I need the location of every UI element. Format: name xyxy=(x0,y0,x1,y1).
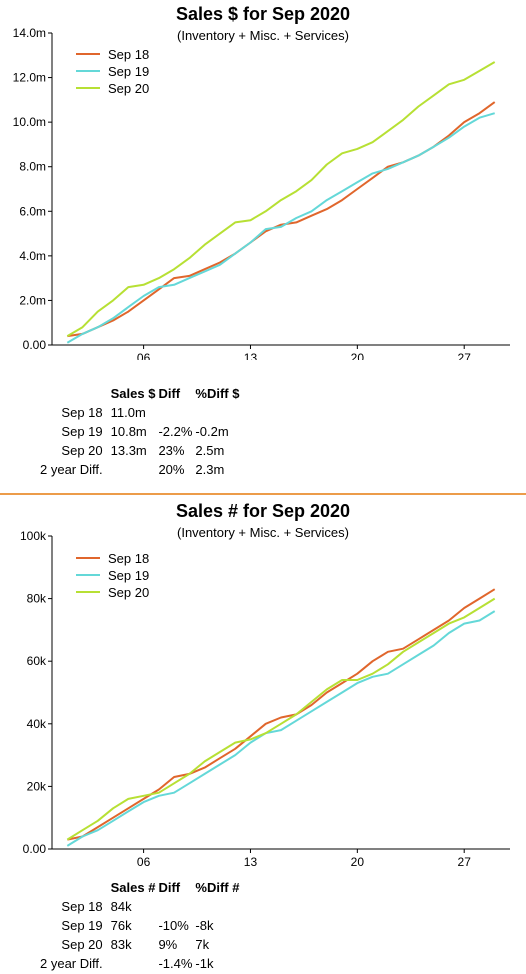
stats-row-pct: -8k xyxy=(195,918,214,933)
y-tick-label: 100k xyxy=(20,529,47,543)
stats-row-label: Sep 18 xyxy=(61,899,103,914)
stats-row: 2 year Diff. -1.4% -1k xyxy=(40,954,242,973)
stats-header-pct: %Diff # xyxy=(195,880,240,895)
chart-subtitle: (Inventory + Misc. + Services) xyxy=(177,525,349,540)
stats-row-label: 2 year Diff. xyxy=(40,462,103,477)
legend-label: Sep 20 xyxy=(108,81,149,96)
stats-row: Sep 18 11.0m xyxy=(40,403,242,422)
stats-row-sales: 83k xyxy=(110,937,132,952)
stats-row: 2 year Diff. 20% 2.3m xyxy=(40,460,242,479)
y-tick-label: 12.0m xyxy=(13,71,46,85)
stats-row-diff: 20% xyxy=(158,462,185,477)
stats-row: Sep 19 76k -10% -8k xyxy=(40,916,242,935)
stats-row-label: Sep 20 xyxy=(61,443,103,458)
x-tick-label: 27 xyxy=(458,855,472,869)
stats-row-pct xyxy=(195,897,242,916)
stats-row-diff: 9% xyxy=(158,937,178,952)
sales-count-chart: 0.00 20k 40k 60k 80k 100k 06 13 20 27 Sep 18 Sep 19… xyxy=(20,529,510,869)
stats-row-sales: 11.0m xyxy=(110,405,146,420)
x-tick-label: 20 xyxy=(351,351,365,360)
stats-row-sales: 10.8m xyxy=(110,424,147,439)
stats-row-sales xyxy=(111,460,159,479)
panel-divider xyxy=(0,493,526,495)
stats-row-sales: 76k xyxy=(110,918,132,933)
stats-row-pct: 7k xyxy=(195,937,210,952)
stats-row-sales: 84k xyxy=(110,899,132,914)
stats-row-pct: 2.3m xyxy=(195,462,225,477)
sales-count-stats: Sales # Diff %Diff # Sep 18 84k Sep 19 7… xyxy=(40,878,242,973)
legend-label: Sep 18 xyxy=(108,551,149,566)
sales-dollar-stats: Sales $ Diff %Diff $ Sep 18 11.0m Sep 19… xyxy=(40,384,242,479)
stats-header-sales: Sales # xyxy=(110,880,156,895)
x-tick-label: 06 xyxy=(137,855,151,869)
series-line-sep-20 xyxy=(66,597,496,841)
series-line-sep-19 xyxy=(66,112,495,344)
chart-title: Sales $ for Sep 2020 xyxy=(175,4,351,24)
x-tick-label: 13 xyxy=(244,351,258,360)
y-tick-label: 40k xyxy=(27,717,47,731)
y-tick-label: 10.0m xyxy=(13,115,46,129)
stats-row-diff xyxy=(158,897,195,916)
legend-label: Sep 19 xyxy=(108,568,149,583)
legend-label: Sep 20 xyxy=(108,585,149,600)
y-tick-label: 2.0m xyxy=(19,293,46,307)
x-tick-label: 27 xyxy=(458,351,472,360)
stats-row-label: Sep 19 xyxy=(61,918,103,933)
y-tick-label: 80k xyxy=(27,592,47,606)
stats-header-row: Sales $ Diff %Diff $ xyxy=(40,384,242,403)
stats-header-pct: %Diff $ xyxy=(195,386,240,401)
stats-row-label: 2 year Diff. xyxy=(40,956,103,971)
y-tick-label: 60k xyxy=(27,654,47,668)
stats-header-row: Sales # Diff %Diff # xyxy=(40,878,242,897)
stats-row-sales xyxy=(111,954,159,973)
stats-row-label: Sep 20 xyxy=(61,937,103,952)
x-tick-label: 20 xyxy=(351,855,365,869)
stats-header-sales: Sales $ xyxy=(110,386,156,401)
stats-row-pct: 2.5m xyxy=(195,443,225,458)
stats-row-diff: -1.4% xyxy=(158,956,193,971)
stats-header-diff: Diff xyxy=(158,386,181,401)
y-tick-label: 8.0m xyxy=(19,160,46,174)
y-tick-label: 6.0m xyxy=(19,204,46,218)
stats-row: Sep 20 13.3m 23% 2.5m xyxy=(40,441,242,460)
series-line-sep-18 xyxy=(67,101,496,338)
stats-row-diff: -10% xyxy=(158,918,189,933)
stats-table: Sales # Diff %Diff # Sep 18 84k Sep 19 7… xyxy=(40,878,242,973)
stats-row-pct xyxy=(195,403,242,422)
legend-label: Sep 18 xyxy=(108,47,149,62)
series-line-sep-18 xyxy=(67,588,496,841)
stats-row: Sep 18 84k xyxy=(40,897,242,916)
stats-row-diff: 23% xyxy=(158,443,185,458)
stats-row-pct: -0.2m xyxy=(195,424,229,439)
stats-row-label: Sep 18 xyxy=(61,405,103,420)
sales-dollar-chart: 0.00 2.0m 4.0m 6.0m 8.0m 10.0m 12.0m 14.0m 06 13 2… xyxy=(13,26,510,360)
stats-row-sales: 13.3m xyxy=(110,443,147,458)
stats-row-diff: -2.2% xyxy=(158,424,193,439)
stats-row: Sep 19 10.8m -2.2% -0.2m xyxy=(40,422,242,441)
y-tick-label: 0.00 xyxy=(23,338,47,352)
stats-row: Sep 20 83k 9% 7k xyxy=(40,935,242,954)
stats-row-diff xyxy=(158,403,195,422)
sales-dollar-panel: Sales $ for Sep 2020 (Inventory + Misc. … xyxy=(13,4,510,479)
y-tick-label: 14.0m xyxy=(13,26,46,40)
y-tick-label: 20k xyxy=(27,779,47,793)
stats-table: Sales $ Diff %Diff $ Sep 18 11.0m Sep 19… xyxy=(40,384,242,479)
stats-row-pct: -1k xyxy=(195,956,214,971)
series-line-sep-20 xyxy=(66,61,496,337)
x-tick-label: 06 xyxy=(137,351,151,360)
chart-subtitle: (Inventory + Misc. + Services) xyxy=(177,28,349,43)
series-line-sep-19 xyxy=(66,610,496,847)
stats-row-label: Sep 19 xyxy=(61,424,103,439)
chart-title: Sales # for Sep 2020 xyxy=(175,501,351,521)
x-tick-label: 13 xyxy=(244,855,258,869)
legend-label: Sep 19 xyxy=(108,64,149,79)
y-tick-label: 4.0m xyxy=(19,249,46,263)
y-tick-label: 0.00 xyxy=(23,842,47,856)
stats-header-diff: Diff xyxy=(158,880,181,895)
sales-count-panel: Sales # for Sep 2020 (Inventory + Misc. … xyxy=(0,497,526,974)
